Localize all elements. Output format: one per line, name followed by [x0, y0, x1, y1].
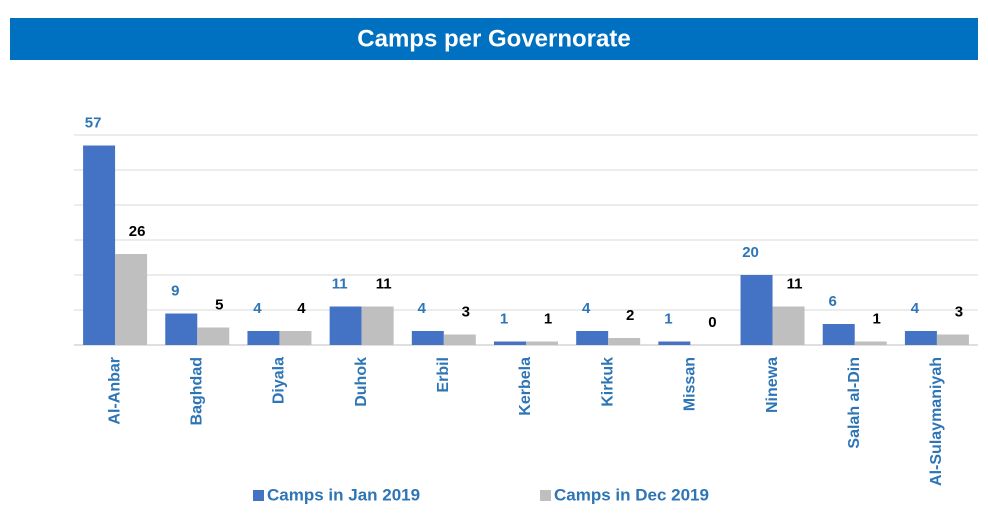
chart-title: Camps per Governorate [357, 25, 630, 52]
data-label: 6 [829, 293, 837, 310]
data-label: 0 [708, 314, 716, 331]
data-label: 11 [787, 275, 803, 292]
data-label: 3 [462, 303, 470, 320]
bar [443, 334, 476, 345]
bar [854, 341, 887, 345]
x-tick-label: Missan [682, 357, 699, 411]
x-tick-label: Kirkuk [599, 357, 616, 407]
bar [904, 331, 937, 345]
bar [576, 331, 609, 345]
data-label: 1 [500, 310, 508, 327]
bar [936, 334, 969, 345]
bar [608, 338, 641, 345]
data-label: 11 [332, 275, 348, 292]
bar [165, 313, 198, 345]
data-label: 3 [955, 303, 963, 320]
bar [494, 341, 526, 345]
legend-swatch [253, 490, 264, 501]
bar [197, 327, 230, 345]
x-tick-label: Salah al-Din [846, 357, 863, 449]
data-label: 2 [626, 307, 634, 324]
legend-swatch [540, 490, 551, 501]
x-tick-label: Diyala [271, 357, 288, 404]
x-tick-label: Al-Anbar [106, 357, 123, 425]
bar [279, 331, 312, 345]
x-tick-label: Ninewa [764, 357, 781, 413]
data-label: 5 [215, 296, 223, 313]
x-tick-label: Baghdad [188, 357, 205, 425]
data-label: 20 [742, 244, 759, 261]
bar [361, 306, 394, 345]
data-label: 11 [376, 275, 392, 292]
data-label: 9 [171, 282, 179, 299]
data-label: 4 [253, 300, 262, 317]
bar [526, 341, 558, 345]
x-tick-label: Erbil [435, 357, 452, 393]
data-label: 1 [664, 310, 672, 327]
title-banner [10, 18, 978, 60]
data-label: 1 [873, 310, 881, 327]
bar [658, 341, 691, 345]
x-tick-label: Duhok [353, 357, 370, 407]
bar [772, 306, 805, 345]
data-label: 4 [582, 300, 591, 317]
x-tick-label: Al-Sulaymaniyah [928, 357, 945, 486]
legend-label: Camps in Jan 2019 [267, 485, 420, 504]
bar [83, 145, 116, 345]
bar [115, 254, 148, 345]
legend-label: Camps in Dec 2019 [554, 485, 709, 504]
bar [329, 306, 362, 345]
data-label: 4 [911, 300, 920, 317]
data-label: 57 [85, 114, 102, 131]
data-label: 1 [544, 310, 552, 327]
x-tick-label: Kerbela [517, 357, 534, 416]
data-label: 4 [297, 300, 306, 317]
data-label: 4 [418, 300, 427, 317]
bar [411, 331, 444, 345]
bar [822, 324, 855, 345]
data-label: 26 [129, 223, 146, 240]
bar [247, 331, 280, 345]
bar [740, 275, 773, 345]
